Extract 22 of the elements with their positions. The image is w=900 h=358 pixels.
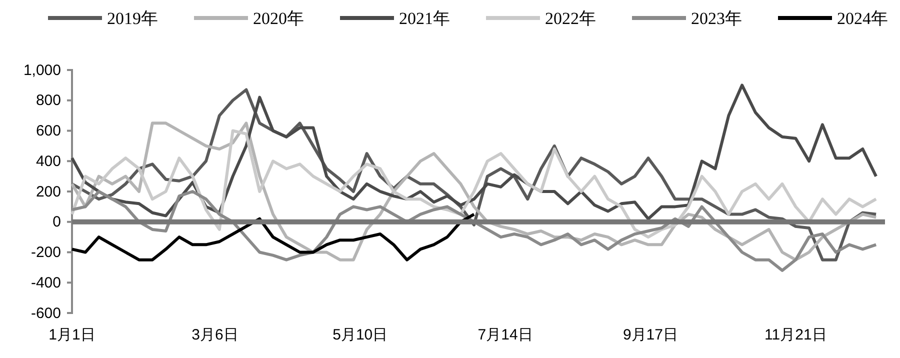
- x-tick-label: 11月21日: [764, 326, 827, 344]
- x-tick-label: 5月10日: [332, 326, 388, 344]
- y-tick-label: -600: [30, 304, 61, 322]
- legend-label: 2021年: [399, 9, 450, 28]
- x-tick-label: 9月17日: [622, 326, 678, 344]
- x-tick-label: 3月6日: [192, 326, 238, 344]
- y-tick-label: 0: [52, 214, 61, 231]
- legend-label: 2024年: [837, 9, 888, 28]
- line-series: [70, 212, 476, 262]
- x-tick-label: 7月14日: [478, 326, 533, 344]
- legend-label: 2023年: [691, 9, 742, 28]
- y-tick-label: -400: [30, 274, 61, 292]
- y-tick-label: 400: [36, 152, 61, 170]
- y-tick-label: 800: [36, 92, 61, 110]
- legend-label: 2019年: [107, 9, 158, 28]
- y-tick-label: 600: [36, 122, 61, 140]
- y-tick-label: -200: [30, 244, 61, 262]
- y-tick-label: 200: [36, 183, 61, 200]
- legend-label: 2022年: [545, 9, 596, 28]
- x-tick-label: 1月1日: [48, 326, 96, 344]
- legend-label: 2020年: [253, 9, 304, 28]
- y-tick-label: 1,000: [23, 62, 61, 79]
